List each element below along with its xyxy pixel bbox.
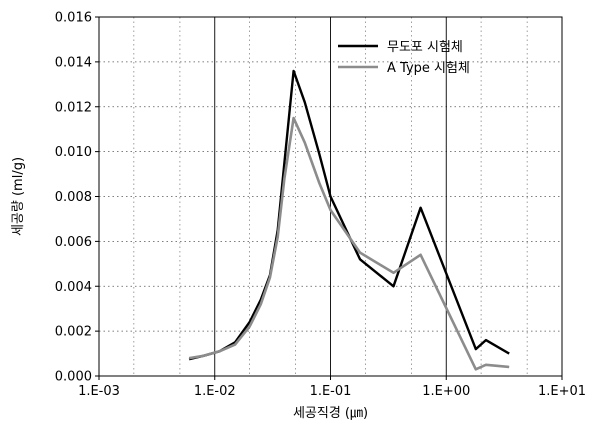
series-line-2 <box>188 116 510 371</box>
y-tick-label: 0.006 <box>55 235 92 250</box>
series-lines <box>188 69 510 371</box>
y-tick-label: 0.016 <box>55 11 92 26</box>
x-axis-label: 세공직경 (㎛) <box>293 406 368 421</box>
legend-label-1: 무도포 시험체 <box>387 40 463 55</box>
x-tick-label: 1.E+01 <box>538 384 586 399</box>
legend: 무도포 시험체 A Type 시험체 <box>338 40 470 76</box>
x-tick-label: 1.E-03 <box>78 384 120 399</box>
y-tick-label: 0.010 <box>55 145 92 160</box>
y-axis-label: 세공량 (ml/g) <box>11 157 26 236</box>
y-tick-label: 0.002 <box>55 325 92 340</box>
y-tick-label: 0.014 <box>55 55 92 70</box>
series-line-1 <box>188 69 510 361</box>
y-tick-label: 0.008 <box>55 190 92 205</box>
x-tick-label: 1.E-02 <box>194 384 236 399</box>
y-tick-label: 0.000 <box>55 370 92 385</box>
y-tick-label: 0.004 <box>55 280 92 295</box>
x-tick-label: 1.E+00 <box>422 384 470 399</box>
x-tick-label: 1.E-01 <box>310 384 352 399</box>
legend-label-2: A Type 시험체 <box>387 61 470 76</box>
y-tick-label: 0.012 <box>55 100 92 115</box>
axis-ticks: 0.000 0.002 0.004 0.006 0.008 0.010 0.012 0.014… <box>55 11 586 400</box>
